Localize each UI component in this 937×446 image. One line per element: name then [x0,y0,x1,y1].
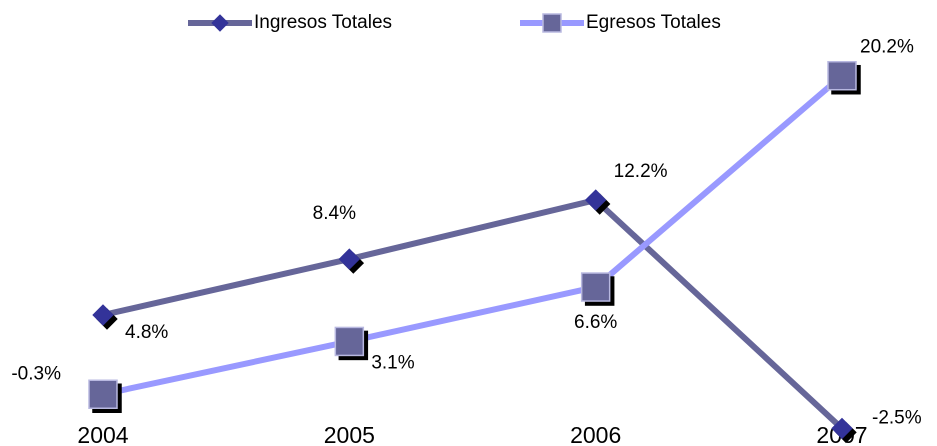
x-tick-label: 2006 [570,422,621,446]
series-line [102,73,844,398]
data-point [88,379,118,409]
x-tick-label: 2004 [77,422,128,446]
data-point [584,189,607,211]
data-label: -2.5% [872,407,922,428]
data-label: -0.3% [11,363,61,384]
data-label: 4.8% [125,322,168,343]
data-point [338,248,361,270]
data-label: 12.2% [614,161,668,182]
data-point [580,272,611,302]
legend-label: Ingresos Totales [254,12,392,33]
legend-label: Egresos Totales [586,12,721,33]
x-tick-label: 2005 [324,422,375,446]
data-label: 6.6% [574,312,617,333]
data-point [827,60,857,91]
legend-marker [211,14,229,32]
data-point [334,326,365,357]
data-label: 3.1% [371,352,414,373]
data-point [92,304,114,326]
series-line [102,197,845,431]
data-point [831,417,853,440]
data-label: 20.2% [860,37,914,58]
legend-marker [542,13,562,33]
data-label: 8.4% [313,203,356,224]
